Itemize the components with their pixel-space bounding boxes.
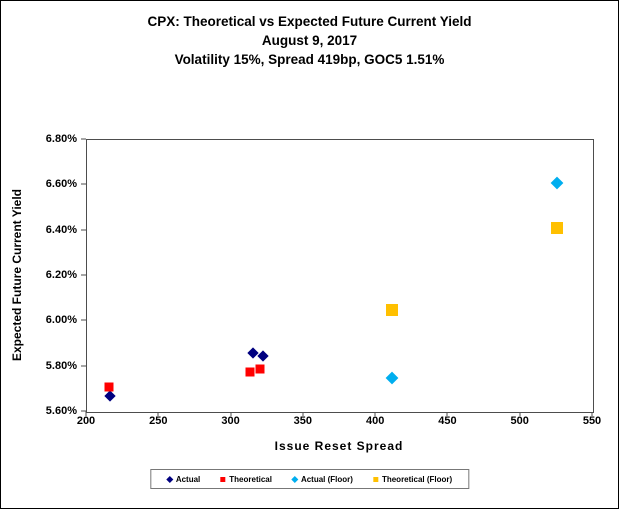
data-point-theoretical	[255, 364, 265, 374]
data-point-theoretical	[104, 382, 114, 392]
y-tick-mark	[81, 138, 86, 140]
x-tick-label: 550	[582, 415, 602, 427]
y-tick-mark	[81, 319, 86, 321]
legend-item: Actual (Floor)	[290, 474, 353, 484]
x-tick-label: 300	[221, 415, 240, 427]
y-tick-label: 5.60%	[45, 405, 77, 417]
y-tick-label: 6.40%	[45, 223, 77, 236]
x-axis-tick-marks	[85, 411, 593, 416]
x-tick-mark	[302, 411, 304, 416]
x-axis-title: Issue Reset Spread	[274, 439, 404, 453]
square-marker-icon-theoretical	[220, 476, 226, 482]
data-point-actual	[247, 347, 259, 359]
legend-item: Theoretical	[220, 475, 272, 484]
chart-title: CPX: Theoretical vs Expected Future Curr…	[1, 12, 618, 69]
legend-item: Actual	[165, 474, 201, 484]
y-tick-mark	[81, 274, 86, 276]
legend-label: Theoretical	[229, 474, 272, 484]
x-tick-label: 450	[438, 415, 457, 427]
y-tick-label: 6.20%	[45, 269, 77, 281]
y-axis-tick-labels: 6.80% 6.60% 6.40% 6.20% 6.00% 5.80% 5.60%	[1, 133, 79, 417]
x-tick-label: 200	[76, 415, 96, 427]
diamond-marker-icon-actual	[165, 475, 173, 483]
y-tick-mark	[81, 183, 86, 185]
x-tick-mark	[446, 411, 448, 416]
chart-title-line1: CPX: Theoretical vs Expected Future Curr…	[147, 14, 472, 29]
y-tick-label: 6.00%	[45, 314, 77, 327]
legend-label: Theoretical (Floor)	[381, 474, 453, 484]
y-tick-label: 6.60%	[45, 178, 77, 191]
x-tick-label: 500	[510, 415, 529, 427]
data-point-actual	[257, 350, 270, 363]
legend: Actual Theoretical Actual (Floor) Theoretic…	[149, 469, 470, 489]
data-point-actual	[104, 390, 116, 402]
y-tick-mark	[81, 229, 86, 231]
data-point-theoretical	[245, 367, 255, 377]
y-tick-mark	[81, 365, 86, 367]
data-point-theoretical-floor	[386, 304, 399, 316]
data-point-actual-floor	[550, 176, 564, 190]
x-tick-mark	[591, 411, 593, 416]
x-tick-label: 350	[293, 415, 313, 427]
x-tick-mark	[157, 411, 159, 416]
data-point-theoretical-floor	[550, 222, 563, 235]
legend-label: Actual (Floor)	[300, 474, 353, 484]
chart-title-line3: Volatility 15%, Spread 419bp, GOC5 1.51%	[174, 52, 445, 67]
x-tick-mark	[85, 411, 87, 416]
y-tick-mark	[81, 410, 86, 412]
legend-item: Theoretical (Floor)	[372, 474, 453, 484]
x-tick-mark	[230, 411, 232, 416]
x-tick-label: 400	[365, 415, 385, 427]
square-marker-icon-theoretical-floor	[372, 476, 378, 482]
data-point-actual-floor	[385, 371, 399, 385]
plot-area	[86, 139, 594, 413]
chart-title-line2: August 9, 2017	[261, 33, 358, 48]
diamond-marker-icon-actual-floor	[290, 475, 298, 483]
x-axis-tick-labels: 200 250 300 350 400 450 500 550	[77, 415, 601, 429]
legend-label: Actual	[175, 474, 201, 484]
y-axis-tick-marks	[81, 138, 86, 412]
y-tick-label: 6.80%	[45, 133, 77, 145]
y-tick-label: 5.80%	[45, 359, 77, 372]
x-tick-mark	[519, 411, 521, 416]
x-tick-label: 250	[149, 415, 168, 427]
x-tick-mark	[374, 411, 376, 416]
